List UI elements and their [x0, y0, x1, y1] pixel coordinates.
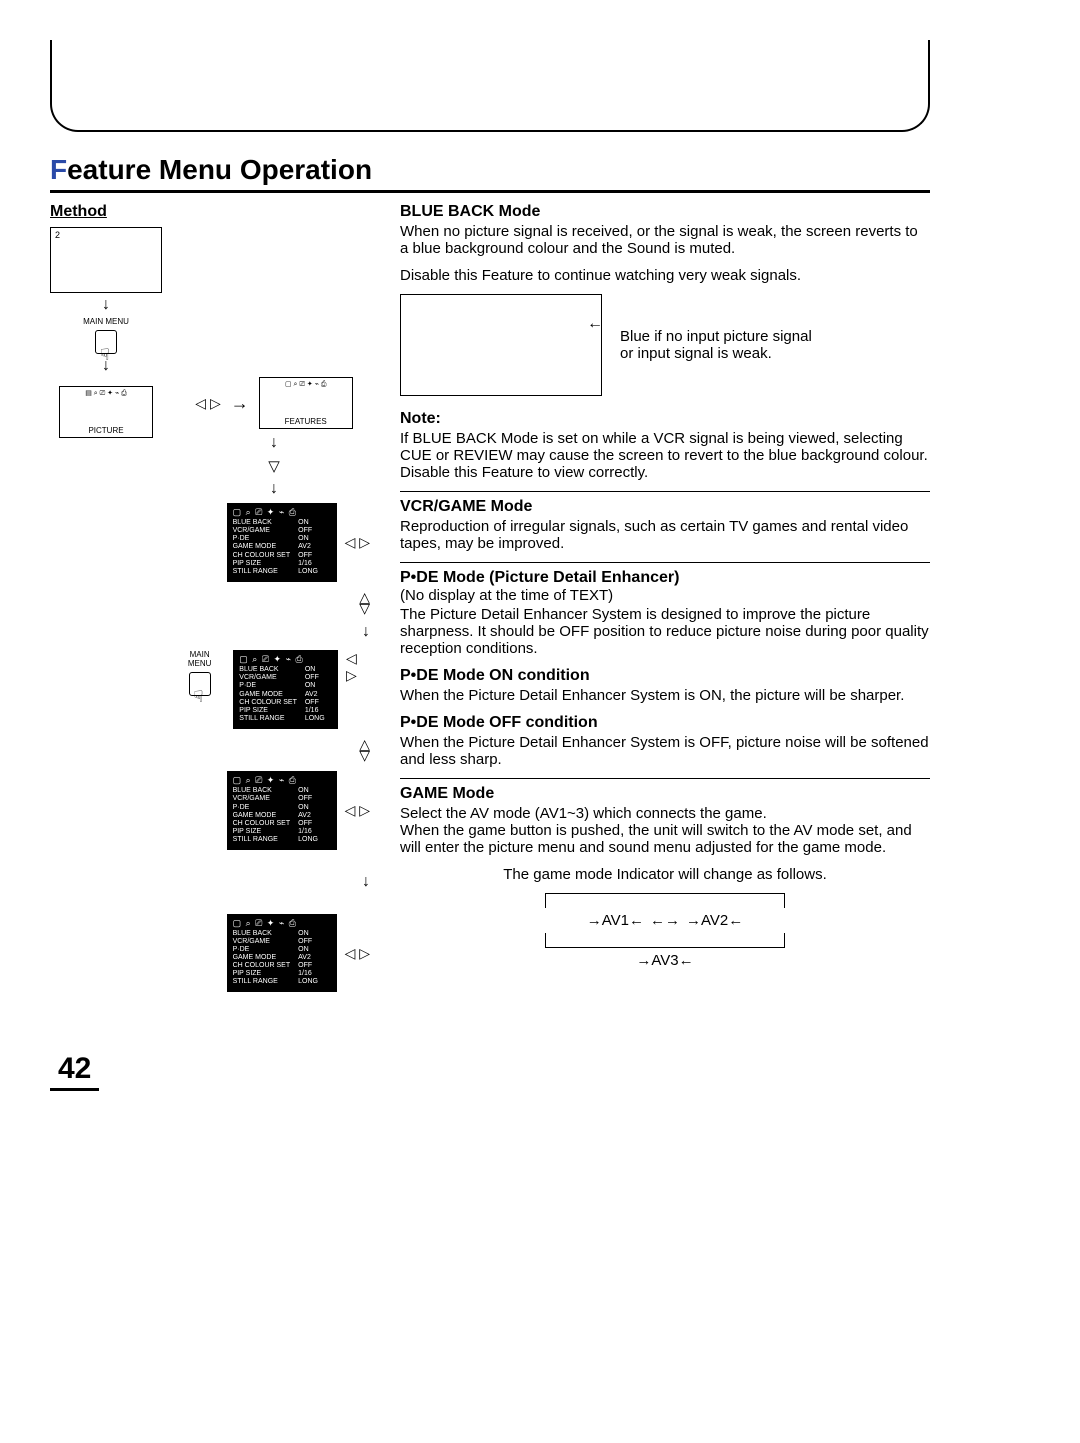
arrow-down-icon: ↓	[270, 435, 278, 451]
title-rest: eature Menu Operation	[67, 154, 372, 185]
game-mode-heading: GAME Mode	[400, 785, 930, 803]
pointer-arrow-icon: ←	[587, 315, 603, 333]
main-menu-label: MAIN MENU	[83, 317, 129, 326]
picture-tab-osd: ▤ ⌕ ⎚ ✦ ⌁ ⎙ PICTURE	[59, 386, 153, 438]
features-osd-4: ▢ ⌕ ⎚ ✦ ⌁ ⎙ BLUE BACK VCR/GAME P·DE GAME…	[227, 914, 337, 993]
arrow-down-icon: ↓	[270, 481, 278, 497]
pde-on-heading: P•DE Mode ON condition	[400, 667, 930, 685]
osd-labels: BLUE BACK VCR/GAME P·DE GAME MODE CH COL…	[233, 930, 291, 986]
features-tab-osd: ▢ ⌕ ⎚ ✦ ⌁ ⎙ FEATURES	[259, 377, 353, 429]
section-rule	[400, 562, 930, 563]
av1-label: →AV1←	[587, 912, 644, 929]
osd-values: ON OFF ON AV2 OFF 1/16 LONG	[298, 787, 318, 843]
channel-number: 2	[55, 230, 60, 240]
page-title: Feature Menu Operation	[50, 154, 930, 186]
av-cycle-diagram: →AV1← ←→ →AV2← →AV3←	[545, 893, 785, 969]
down-hollow-arrow-icon: ▽	[268, 457, 280, 475]
osd-icon-row: ▢ ⌕ ⎚ ✦ ⌁ ⎙	[233, 507, 331, 517]
arrow-down-icon: ↓	[102, 297, 110, 313]
osd-values: ON OFF ON AV2 OFF 1/16 LONG	[298, 930, 318, 986]
blue-back-p1: When no picture signal is received, or t…	[400, 223, 930, 257]
remote-press-icon	[95, 330, 117, 354]
av3-label: →AV3←	[636, 952, 693, 969]
arrow-down-icon: ↓	[362, 624, 370, 640]
header-frame	[50, 40, 930, 132]
vcr-game-body: Reproduction of irregular signals, such …	[400, 518, 930, 552]
title-first-letter: F	[50, 154, 67, 185]
left-right-arrow-icon: ◁ ▷	[346, 650, 370, 684]
osd-icon-row: ▢ ⌕ ⎚ ✦ ⌁ ⎙	[233, 775, 331, 785]
note-heading: Note:	[400, 410, 930, 428]
pde-subtitle: (No display at the time of TEXT)	[400, 587, 930, 604]
osd-labels: BLUE BACK VCR/GAME P·DE GAME MODE CH COL…	[233, 787, 291, 843]
left-right-arrow-icon: ◁ ▷	[345, 945, 370, 962]
pde-body: The Picture Detail Enhancer System is de…	[400, 606, 930, 657]
left-right-arrow-icon: ◁ ▷	[195, 395, 220, 412]
osd-labels: BLUE BACK VCR/GAME P·DE GAME MODE CH COL…	[239, 666, 297, 722]
blue-back-heading: BLUE BACK Mode	[400, 203, 930, 221]
picture-label: PICTURE	[88, 426, 123, 435]
title-rule	[50, 190, 930, 193]
down-arrow: ▽	[359, 603, 370, 614]
game-mode-body: Select the AV mode (AV1~3) which connect…	[400, 805, 930, 856]
features-osd-3: ▢ ⌕ ⎚ ✦ ⌁ ⎙ BLUE BACK VCR/GAME P·DE GAME…	[227, 771, 337, 850]
method-column: Method 2 ↓ MAIN MENU ↓ ▤ ⌕ ⎚ ✦ ⌁ ⎙ PICTU…	[50, 203, 370, 992]
features-label: FEATURES	[285, 417, 327, 426]
section-rule	[400, 778, 930, 779]
section-rule	[400, 491, 930, 492]
page-number: 42	[50, 1052, 99, 1091]
blue-screen-caption: Blue if no input picture signal or input…	[620, 328, 820, 362]
main-menu-label: MAIN MENU	[178, 650, 221, 668]
pde-heading: P•DE Mode (Picture Detail Enhancer)	[400, 569, 930, 587]
av2-label: →AV2←	[686, 912, 743, 929]
osd-icon-row: ▢ ⌕ ⎚ ✦ ⌁ ⎙	[233, 918, 331, 928]
up-down-arrow-icon: △ ▽	[359, 739, 370, 761]
av-link-arrows: ←→	[650, 912, 680, 929]
osd-values: ON OFF ON AV2 OFF 1/16 LONG	[305, 666, 325, 722]
game-indicator-text: The game mode Indicator will change as f…	[400, 866, 930, 883]
osd-values: ON OFF ON AV2 OFF 1/16 LONG	[298, 519, 318, 575]
note-body: If BLUE BACK Mode is set on while a VCR …	[400, 430, 930, 481]
osd-icon-row: ▤ ⌕ ⎚ ✦ ⌁ ⎙	[85, 389, 127, 398]
osd-icon-row: ▢ ⌕ ⎚ ✦ ⌁ ⎙	[285, 380, 327, 389]
blue-screen-illustration: ←	[400, 294, 602, 396]
pde-off-body: When the Picture Detail Enhancer System …	[400, 734, 930, 768]
left-right-arrow-icon: ◁ ▷	[345, 534, 370, 551]
description-column: BLUE BACK Mode When no picture signal is…	[400, 203, 930, 992]
features-osd-2: ▢ ⌕ ⎚ ✦ ⌁ ⎙ BLUE BACK VCR/GAME P·DE GAME…	[233, 650, 338, 729]
vcr-game-heading: VCR/GAME Mode	[400, 498, 930, 516]
blue-back-p2: Disable this Feature to continue watchin…	[400, 267, 930, 284]
pde-on-body: When the Picture Detail Enhancer System …	[400, 687, 930, 704]
remote-press-icon	[189, 672, 211, 696]
pde-off-heading: P•DE Mode OFF condition	[400, 714, 930, 732]
up-down-arrow-icon: △ ▽	[359, 592, 370, 614]
tv-screen-blank: 2	[50, 227, 162, 293]
osd-icon-row: ▢ ⌕ ⎚ ✦ ⌁ ⎙	[239, 654, 332, 664]
left-right-arrow-icon: ◁ ▷	[345, 802, 370, 819]
osd-labels: BLUE BACK VCR/GAME P·DE GAME MODE CH COL…	[233, 519, 291, 575]
method-heading: Method	[50, 203, 370, 221]
arrow-down-icon: ↓	[362, 874, 370, 890]
features-osd-1: ▢ ⌕ ⎚ ✦ ⌁ ⎙ BLUE BACK VCR/GAME P·DE GAME…	[227, 503, 337, 582]
down-arrow: ▽	[359, 750, 370, 761]
arrow-right-icon: →	[231, 393, 249, 414]
